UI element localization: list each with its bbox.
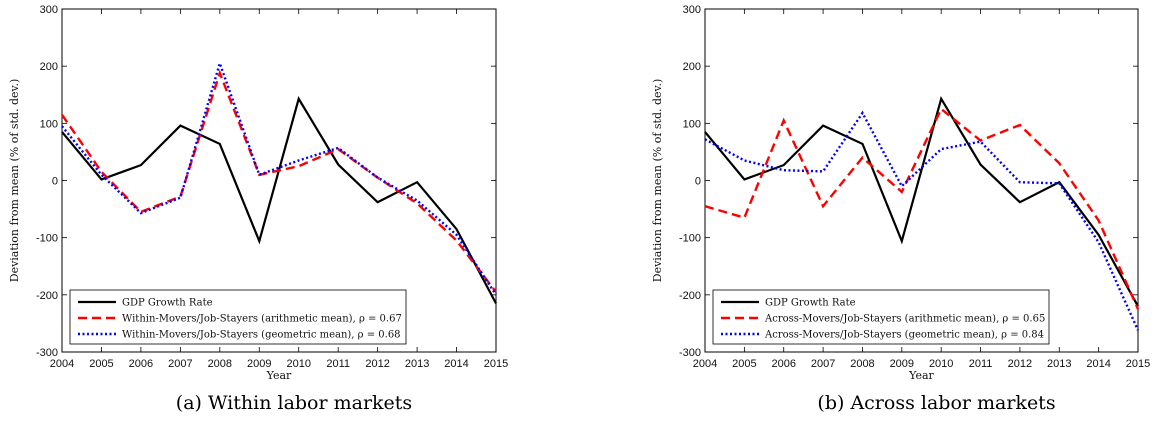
y-tick-label: -300 [679,347,701,359]
y-tick-label: 300 [40,4,58,16]
x-tick-label: 2006 [129,358,153,370]
series-line-2 [704,107,1140,310]
x-tick-label: 2014 [1086,358,1110,370]
legend: GDP Growth Rate Within-Movers/Job-Stayers… [69,289,407,345]
x-tick-label: 2006 [771,358,795,370]
y-tick-label: 300 [683,4,701,16]
x-tick-label: 2015 [484,358,508,370]
x-tick-label: 2004 [693,358,717,370]
x-tick-label: 2011 [969,358,993,370]
legend-label-2: Across-Movers/Job-Stayers (arithmetic me… [764,314,1045,325]
x-tick-label: 2004 [50,358,74,370]
panel-caption: (b) Across labor markets [817,392,1055,414]
x-tick-label: 2008 [850,358,874,370]
x-tick-label: 2007 [168,358,192,370]
series-line-2 [61,69,497,293]
x-tick-label: 2009 [890,358,914,370]
x-tick-label: 2014 [444,358,468,370]
x-tick-label: 2010 [929,358,953,370]
panel-caption: (a) Within labor markets [176,392,412,414]
x-tick-label: 2013 [1047,358,1071,370]
legend-label-1: GDP Growth Rate [122,298,213,309]
x-tick-label: 2005 [89,358,113,370]
x-axis-label: Year [266,369,292,382]
chart-panel-across: -300 -200 -100 0 100 200 300 2004 2005 2006 2007 20… [651,4,1150,414]
y-tick-label: 100 [683,118,701,130]
legend-box [69,289,407,345]
x-tick-label: 2010 [286,358,310,370]
y-tick-label: -100 [679,233,701,245]
y-tick-label: 100 [40,118,58,130]
x-tick-label: 2007 [811,358,835,370]
y-tick-label: -300 [36,347,58,359]
legend-label-3: Across-Movers/Job-Stayers (geometric mea… [764,330,1044,341]
x-tick-label: 2011 [326,358,350,370]
x-axis-label: Year [908,369,934,382]
y-tick-label: 0 [52,176,58,188]
x-tick-label: 2005 [732,358,756,370]
y-tick-label: -200 [679,290,701,302]
series-line-3 [704,110,1140,331]
legend-box [712,289,1050,345]
legend: GDP Growth Rate Across-Movers/Job-Stayers… [712,289,1050,345]
y-axis-label: Deviation from mean (% of std. dev.) [651,79,664,283]
chart-panel-within: -300 -200 -100 0 100 200 300 2004 2005 2006 2007 20… [8,4,508,414]
y-tick-label: 200 [40,61,58,73]
x-tick-label: 2012 [365,358,389,370]
x-tick-label: 2015 [1126,358,1150,370]
series-line-3 [61,59,498,296]
x-tick-label: 2013 [405,358,429,370]
y-tick-label: -200 [36,290,58,302]
y-tick-label: 0 [695,176,701,188]
legend-label-2: Within-Movers/Job-Stayers (arithmetic me… [122,314,402,325]
x-tick-label: 2012 [1008,358,1032,370]
y-tick-label: 200 [683,61,701,73]
legend-label-3: Within-Movers/Job-Stayers (geometric mea… [122,330,401,341]
x-tick-label: 2008 [208,358,232,370]
y-axis-label: Deviation from mean (% of std. dev.) [8,79,21,283]
legend-label-1: GDP Growth Rate [765,298,856,309]
y-tick-label: -100 [36,233,58,245]
x-tick-label: 2009 [247,358,271,370]
